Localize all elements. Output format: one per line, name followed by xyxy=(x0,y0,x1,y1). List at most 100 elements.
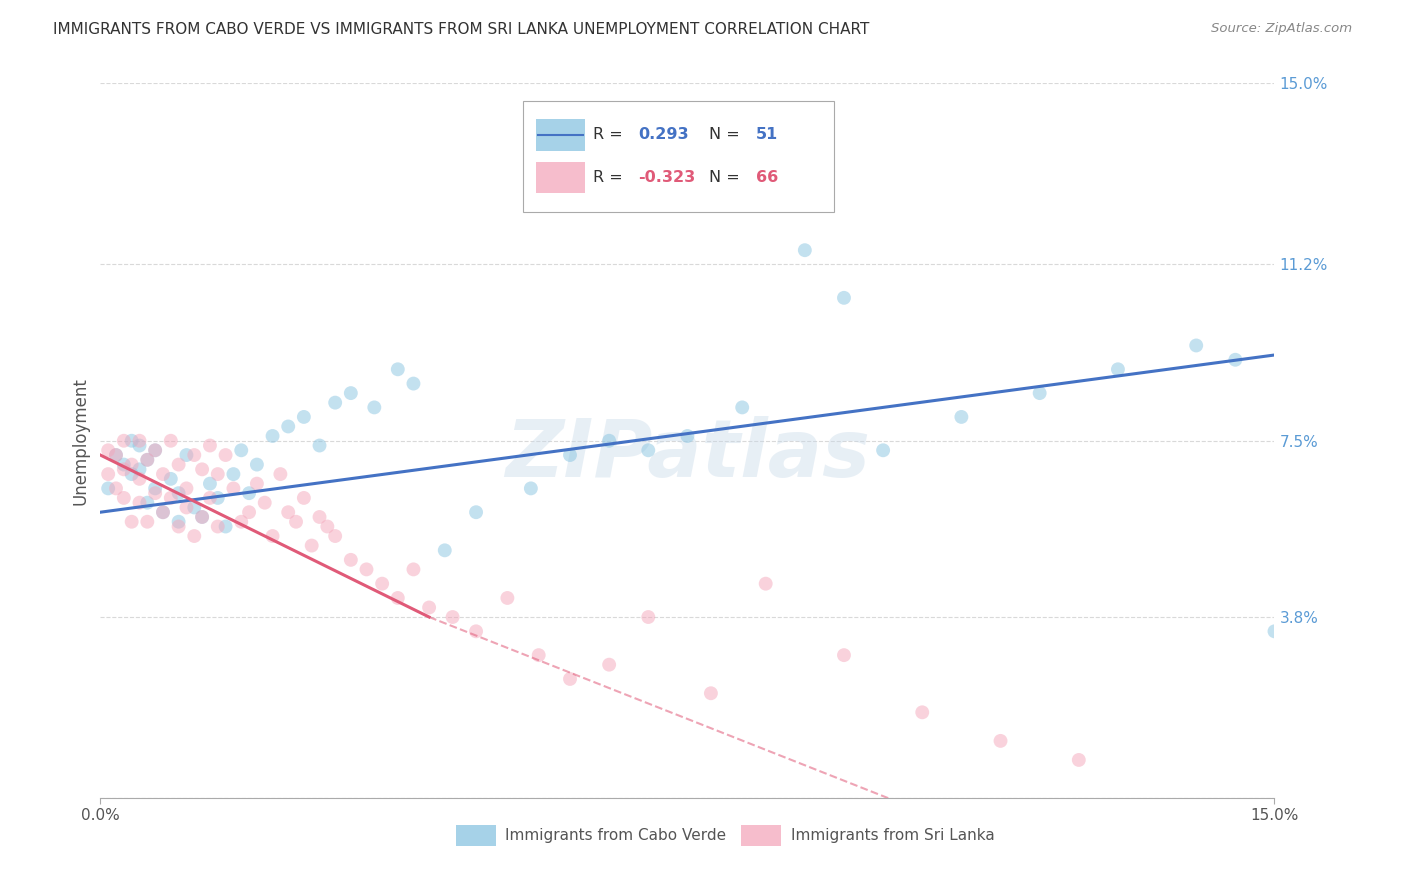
Text: N =: N = xyxy=(709,170,744,186)
Point xyxy=(911,706,934,720)
Point xyxy=(1225,352,1247,367)
Point xyxy=(183,500,205,515)
Point xyxy=(136,496,159,510)
Point xyxy=(121,467,143,482)
Text: R =: R = xyxy=(593,128,628,143)
Point xyxy=(152,505,174,519)
Point xyxy=(167,486,190,500)
Point xyxy=(159,434,181,448)
Point xyxy=(465,505,488,519)
Y-axis label: Unemployment: Unemployment xyxy=(72,376,89,505)
Point xyxy=(231,443,253,458)
Point xyxy=(246,476,269,491)
Point xyxy=(222,482,245,496)
Point xyxy=(253,496,276,510)
Point xyxy=(191,462,214,476)
Point xyxy=(238,505,260,519)
Point xyxy=(292,491,315,505)
Point xyxy=(167,519,190,533)
Point xyxy=(152,505,174,519)
Point xyxy=(262,529,284,543)
Point xyxy=(356,562,378,576)
Point xyxy=(520,482,543,496)
Point xyxy=(159,472,181,486)
Point xyxy=(167,515,190,529)
Point xyxy=(105,448,128,462)
Point xyxy=(872,443,894,458)
Point xyxy=(387,591,409,605)
Point xyxy=(598,657,620,672)
Point xyxy=(231,515,253,529)
Point xyxy=(152,467,174,482)
Point xyxy=(128,496,150,510)
Point xyxy=(136,452,159,467)
Point xyxy=(277,419,299,434)
Point xyxy=(676,429,699,443)
Text: 66: 66 xyxy=(755,170,778,186)
Point xyxy=(832,648,855,662)
Point xyxy=(191,510,214,524)
Text: IMMIGRANTS FROM CABO VERDE VS IMMIGRANTS FROM SRI LANKA UNEMPLOYMENT CORRELATION: IMMIGRANTS FROM CABO VERDE VS IMMIGRANTS… xyxy=(53,22,870,37)
Point xyxy=(1067,753,1090,767)
Point xyxy=(731,401,754,415)
FancyBboxPatch shape xyxy=(523,102,834,212)
Point xyxy=(214,519,236,533)
Point xyxy=(136,452,159,467)
Point xyxy=(112,434,135,448)
Point xyxy=(214,448,236,462)
Point xyxy=(176,448,198,462)
Point xyxy=(176,482,198,496)
Text: -0.323: -0.323 xyxy=(638,170,696,186)
Point xyxy=(105,482,128,496)
Point xyxy=(323,529,346,543)
Point xyxy=(159,491,181,505)
Point xyxy=(112,458,135,472)
Point xyxy=(207,467,229,482)
Point xyxy=(598,434,620,448)
Point xyxy=(143,486,166,500)
Point xyxy=(301,539,323,553)
Point xyxy=(990,734,1012,748)
Point xyxy=(121,434,143,448)
Point xyxy=(387,362,409,376)
Point xyxy=(418,600,440,615)
Point xyxy=(340,386,363,401)
Point xyxy=(285,515,308,529)
Point xyxy=(121,458,143,472)
Point xyxy=(308,510,330,524)
Point xyxy=(105,448,128,462)
Point xyxy=(363,401,385,415)
Point xyxy=(340,553,363,567)
Point xyxy=(637,610,659,624)
Point xyxy=(191,510,214,524)
Point xyxy=(136,515,159,529)
Point xyxy=(1185,338,1208,352)
Point xyxy=(402,562,425,576)
Point xyxy=(207,491,229,505)
Point xyxy=(262,429,284,443)
Point xyxy=(183,529,205,543)
Point xyxy=(112,491,135,505)
Text: ZIPatlas: ZIPatlas xyxy=(505,416,870,494)
Point xyxy=(97,443,120,458)
Point xyxy=(496,591,519,605)
Point xyxy=(755,576,778,591)
Point xyxy=(441,610,464,624)
Point xyxy=(371,576,394,591)
FancyBboxPatch shape xyxy=(536,120,585,151)
Point xyxy=(832,291,855,305)
FancyBboxPatch shape xyxy=(741,825,782,846)
Point xyxy=(793,243,815,257)
Point xyxy=(167,458,190,472)
Text: 0.293: 0.293 xyxy=(638,128,689,143)
Point xyxy=(128,462,150,476)
Point xyxy=(308,438,330,452)
Point xyxy=(143,482,166,496)
Point xyxy=(222,467,245,482)
Point xyxy=(207,519,229,533)
FancyBboxPatch shape xyxy=(456,825,496,846)
Point xyxy=(1028,386,1050,401)
Point xyxy=(1263,624,1285,639)
Point xyxy=(128,438,150,452)
Point xyxy=(558,672,581,686)
